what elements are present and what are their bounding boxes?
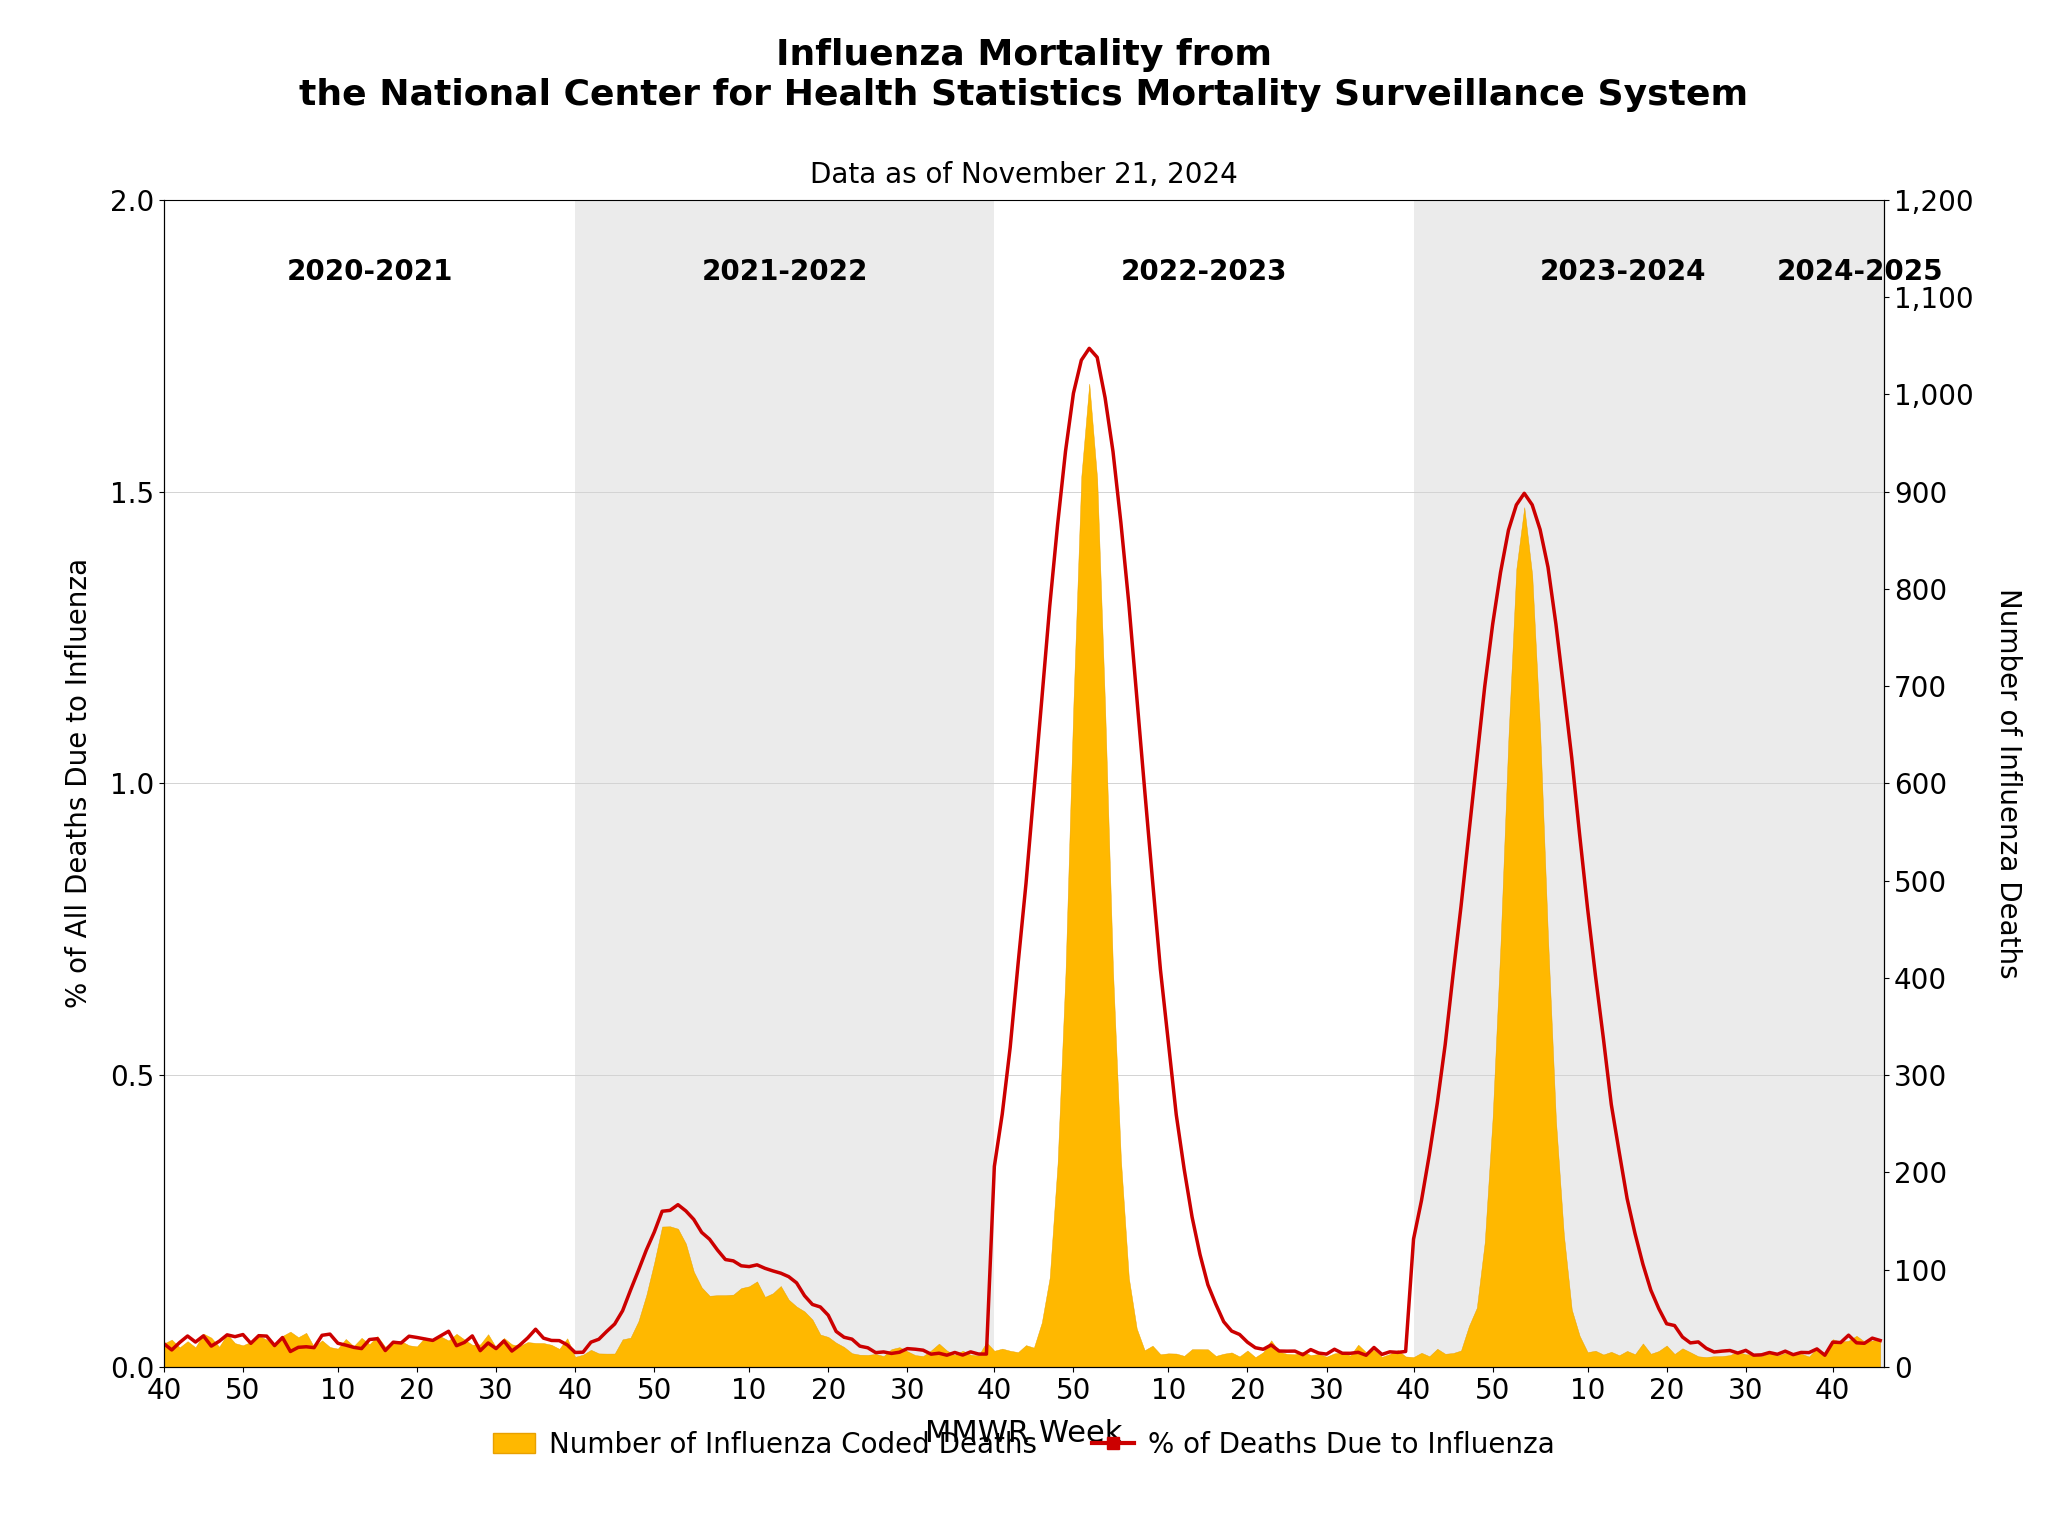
- Bar: [1413, 200, 1833, 1367]
- Text: Data as of November 21, 2024: Data as of November 21, 2024: [811, 161, 1237, 189]
- Text: 2021-2022: 2021-2022: [702, 258, 868, 286]
- Y-axis label: Number of Influenza Deaths: Number of Influenza Deaths: [1995, 588, 2023, 978]
- Text: 2020-2021: 2020-2021: [287, 258, 453, 286]
- Text: Influenza Mortality from
the National Center for Health Statistics Mortality Sur: Influenza Mortality from the National Ce…: [299, 38, 1749, 112]
- Legend: Number of Influenza Coded Deaths, % of Deaths Due to Influenza: Number of Influenza Coded Deaths, % of D…: [481, 1419, 1567, 1470]
- Text: 2022-2023: 2022-2023: [1120, 258, 1288, 286]
- Text: 2023-2024: 2023-2024: [1540, 258, 1706, 286]
- Bar: [575, 200, 995, 1367]
- X-axis label: MMWR Week: MMWR Week: [926, 1419, 1122, 1447]
- Text: 2024-2025: 2024-2025: [1778, 258, 1944, 286]
- Y-axis label: % of All Deaths Due to Influenza: % of All Deaths Due to Influenza: [66, 558, 92, 1009]
- Bar: [1833, 200, 1888, 1367]
